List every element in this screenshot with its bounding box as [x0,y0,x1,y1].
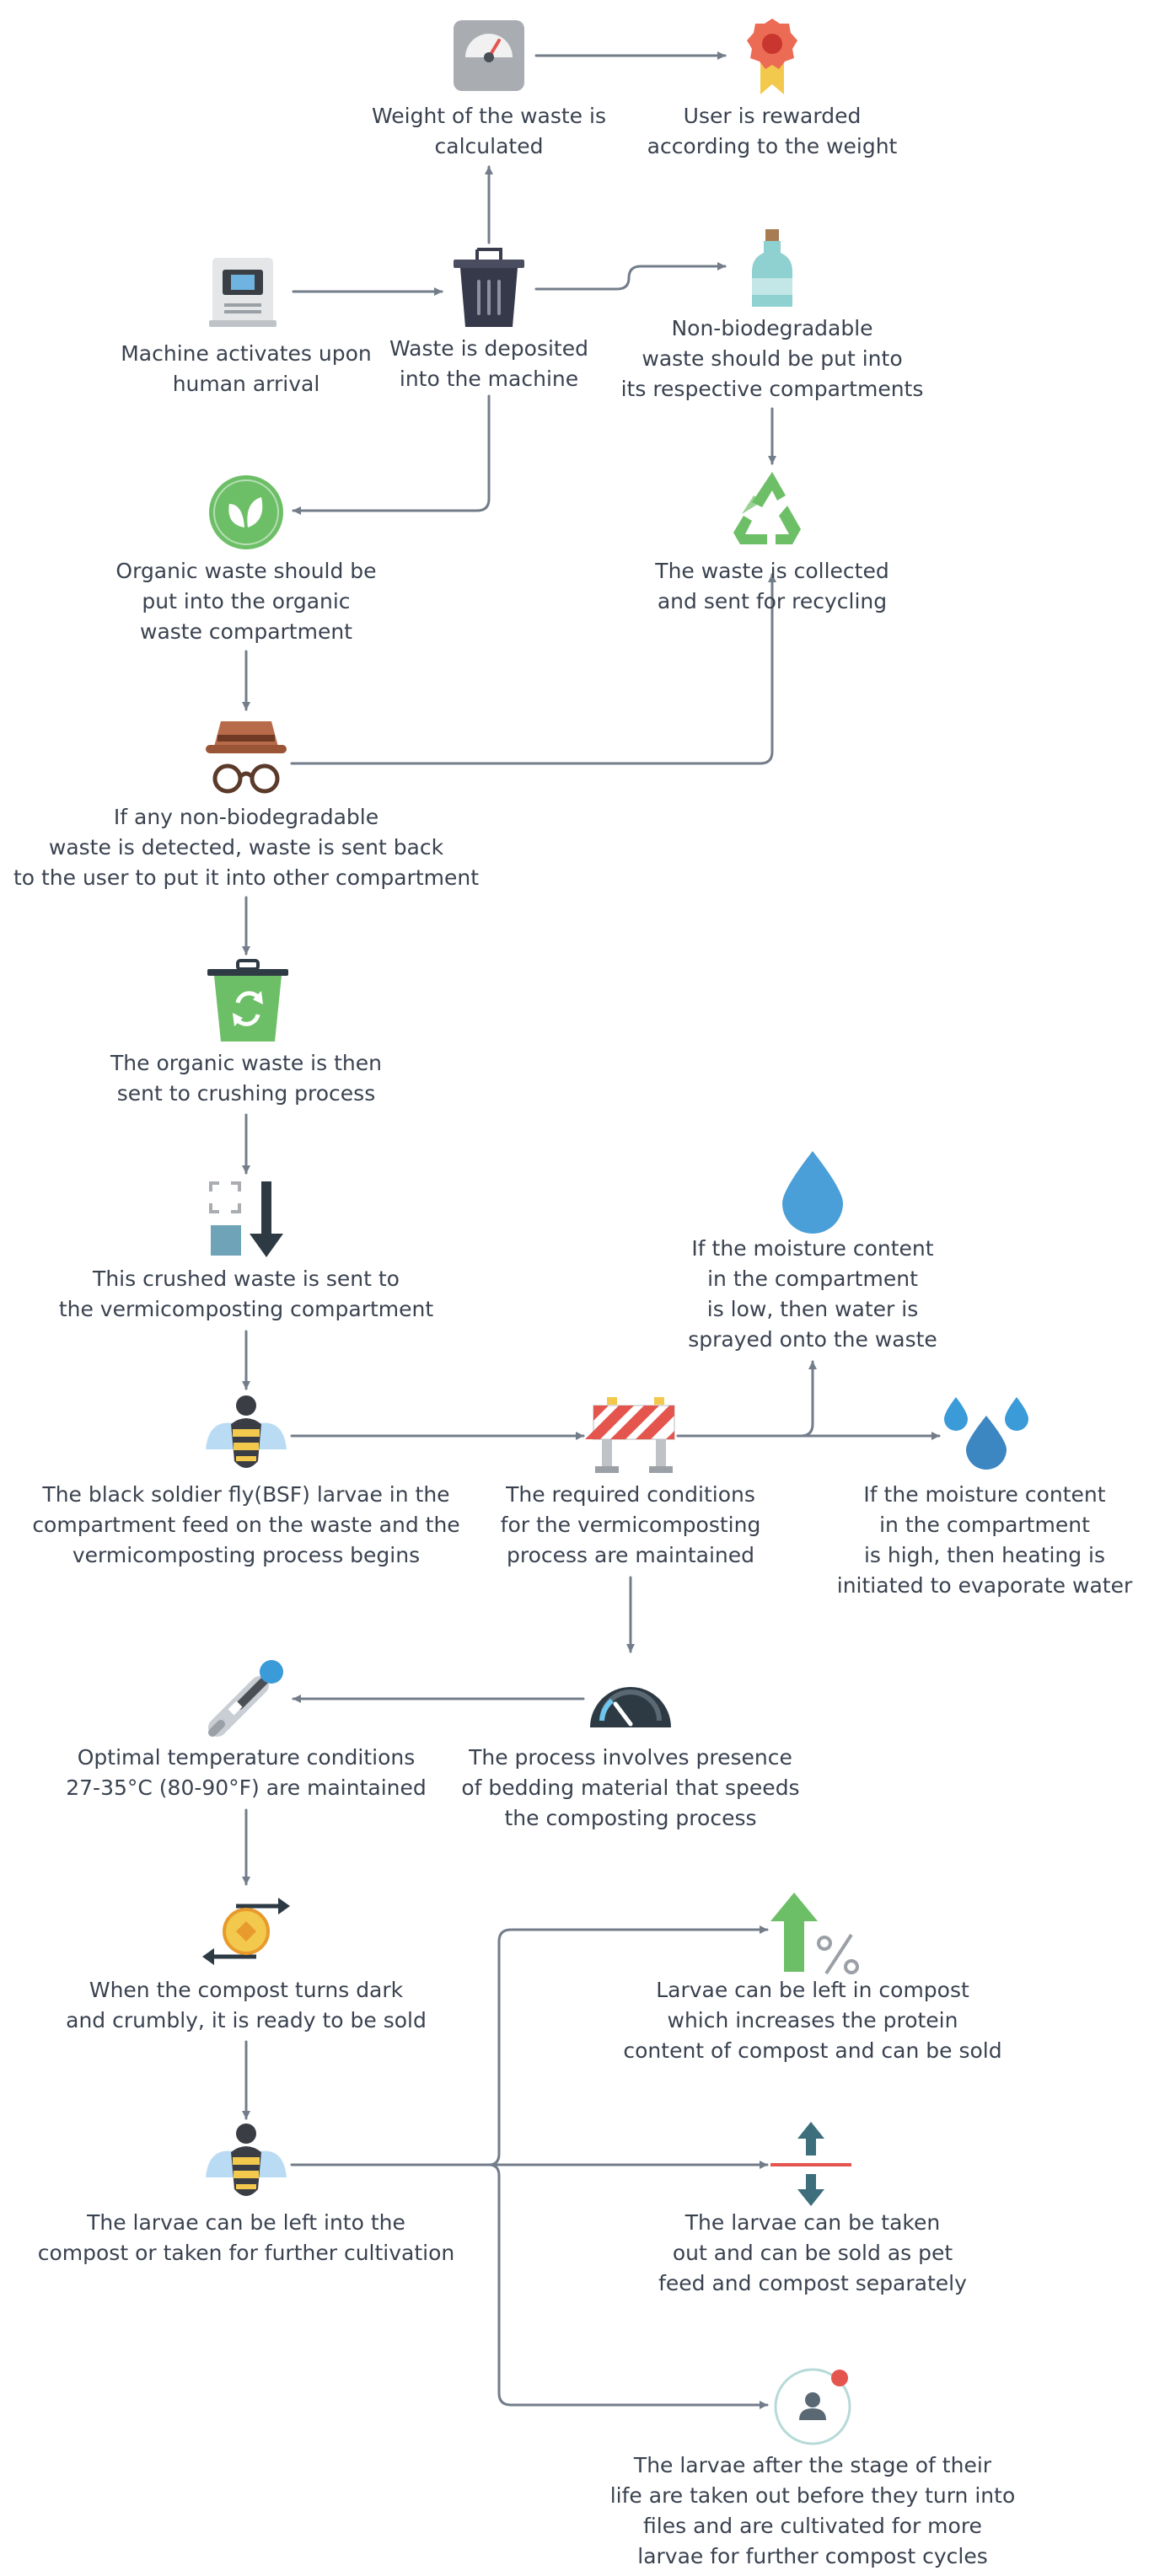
node-larvae-choice-label: The larvae can be left into the compost … [37,2210,455,2265]
connector-deposit-to-organic [292,394,491,515]
gauge-icon [590,1687,671,1727]
award-badge-icon [747,19,797,94]
node-deposit-label: Waste is deposited into the machine [389,336,588,391]
node-larvae-label: The black soldier fly(BSF) larvae in the… [32,1482,460,1567]
exchange-coin-icon [202,1898,290,1965]
node-reward-label: User is rewarded according to the weight [647,104,898,158]
node-detect-label: If any non-biodegradable waste is detect… [13,805,480,890]
connector-detect-to-recycle [290,573,776,765]
bee-icon [206,1395,287,1468]
leaf-icon [209,475,283,549]
node-recycle-label: The waste is collected and sent for recy… [655,559,889,613]
connector-deposit-to-nonbio [534,262,727,291]
connector-branch-to-protein [487,1925,769,2166]
trash-bin-icon [454,248,524,327]
split-arrows-icon [770,2122,851,2206]
thermometer-icon [208,1660,283,1737]
percent-up-icon [770,1893,859,1975]
machine-icon [209,258,276,327]
node-high-moisture-label: If the moisture content in the compartme… [836,1482,1133,1598]
node-cultivate-label: The larvae after the stage of their life… [609,2453,1016,2568]
node-crush-label: The organic waste is then sent to crushi… [110,1051,382,1106]
node-dark-compost-label: When the compost turns dark and crumbly,… [66,1978,427,2032]
weighing-scale-icon [454,20,524,91]
connectors [242,51,941,2409]
node-nonbio-label: Non-biodegradable waste should be put in… [620,316,924,401]
node-weigh-label: Weight of the waste is calculated [372,104,606,158]
bee-icon [206,2123,287,2196]
road-barrier-icon [585,1397,675,1473]
node-conditions-label: The required conditions for the vermicom… [500,1482,761,1567]
connector-conditions-to-low-moisture [676,1360,817,1438]
node-crushed-label: This crushed waste is sent to the vermic… [58,1267,434,1321]
water-drop-icon [782,1151,843,1234]
node-machine-label: Machine activates upon human arrival [121,341,372,396]
node-low-moisture-label: If the moisture content in the compartme… [688,1236,937,1352]
node-temperature-label: Optimal temperature conditions 27-35°C (… [66,1745,427,1800]
user-notification-icon [774,2368,851,2445]
node-pet-feed-label: The larvae can be taken out and can be s… [658,2210,967,2295]
node-bedding-label: The process involves presence of bedding… [461,1745,800,1830]
water-drops-icon [944,1397,1028,1470]
bottle-icon [752,229,792,307]
connector-branch-to-cultivate [487,2163,769,2409]
node-organic-label: Organic waste should be put into the org… [115,559,377,644]
compress-down-icon [209,1181,283,1257]
node-protein-label: Larvae can be left in compost which incr… [623,1978,1002,2063]
recycle-icon [733,472,801,544]
detective-icon [206,721,287,794]
recycle-bin-icon [207,959,288,1042]
